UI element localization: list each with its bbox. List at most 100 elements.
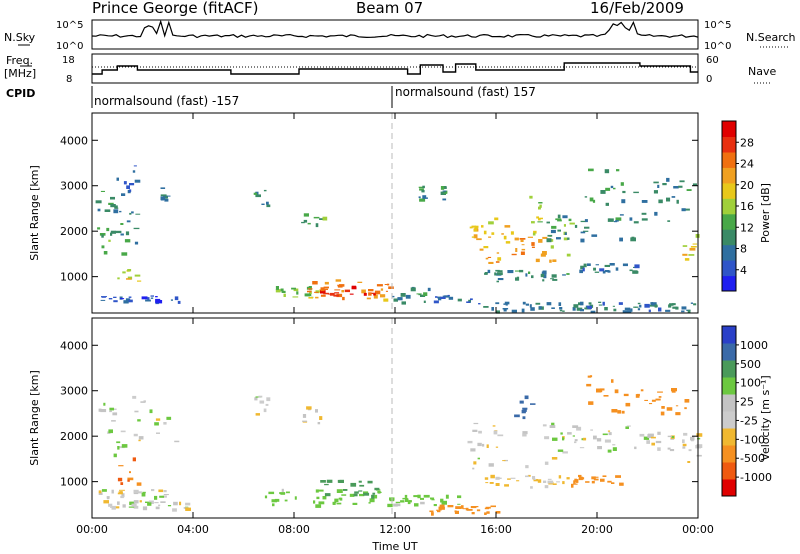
scatter-cell-17 [521,409,526,414]
scatter-cell-2 [115,230,122,234]
scatter-cell-0 [112,408,117,410]
scatter-cell-6 [177,300,181,304]
scatter-cell-12 [557,449,564,452]
scatter-cell-14 [444,295,450,298]
scatter-cell-22 [579,269,583,274]
scatter-cell-12 [323,286,329,289]
scatter-cell-19 [623,393,629,397]
date-title: 16/Feb/2009 [590,0,684,17]
scatter-cell-17 [519,400,524,404]
scatter-cell-15 [495,483,500,486]
ytick-label-1: 2000 [60,430,88,443]
scatter-cell-3 [117,277,120,280]
scatter-cell-11 [342,296,345,301]
scatter-cell-26 [649,304,656,307]
scatter-cell-9 [350,482,357,487]
scatter-cell-22 [587,263,591,266]
scatter-cell-24 [679,180,685,183]
scatter-cell-18 [519,238,526,240]
scatter-cell-10 [304,293,311,297]
scatter-cell-12 [551,422,555,427]
scatter-cell-4 [124,239,131,243]
power-panel: 1000 2000 3000 4000 Slant Range [km] 4 8 12 16… [28,112,772,314]
scatter-cell-18 [588,401,594,405]
xtick-label-2: 08:00 [278,523,310,536]
scatter-cell-10 [457,503,461,505]
scatter-cell-14 [447,294,450,296]
scatter-cell-10 [306,286,311,290]
scatter-cell-11 [334,289,341,291]
scatter-cell-23 [613,187,616,190]
scatter-cell-2 [116,177,119,181]
scatter-cell-22 [602,271,606,274]
nsearch-tick-top: 10^5 [704,20,731,31]
scatter-cell-14 [667,435,672,438]
scatter-cell-12 [473,461,477,465]
scatter-cell-17 [474,226,478,229]
scatter-cell-15 [532,476,536,480]
velocity-ylabel: Slant Range [km] [28,370,41,466]
scatter-cell-5 [142,506,148,511]
scatter-cell-1 [108,239,111,242]
scatter-cell-8 [369,498,375,503]
scatter-cell-12 [333,294,340,297]
scatter-cell-18 [515,248,518,252]
nave-tick-top: 60 [706,55,719,66]
velocity-yticks: 1000 2000 3000 4000 [60,339,698,489]
scatter-cell-6 [145,299,151,302]
power-yticks: 1000 2000 3000 4000 [60,134,698,284]
scatter-cell-20 [619,214,624,216]
scatter-cell-5 [154,502,159,504]
scatter-cell-10 [405,498,409,502]
scatter-cell-6 [170,299,173,301]
scatter-cell-20 [564,232,567,235]
scatter-cell-26 [551,307,555,309]
scatter-cell-10 [280,288,284,292]
scatter-cell-18 [520,239,524,242]
scatter-cell-15 [534,478,537,480]
scatter-cell-11 [380,294,386,298]
scatter-cell-24 [641,218,648,221]
scatter-cell-12 [334,292,340,294]
scatter-cell-11 [388,286,394,289]
scatter-cell-11 [312,281,318,285]
scatter-cell-3 [166,416,172,420]
scatter-cell-13 [597,446,602,450]
scatter-cell-23 [605,187,611,191]
scatter-cell-27 [539,204,542,208]
scatter-cell-15 [421,189,425,193]
scatter-cell-17 [504,225,511,228]
scatter-cell-18 [495,261,500,263]
scatter-cell-23 [588,168,594,172]
cpid-segment-2: normalsound (fast) 157 [395,85,536,99]
scatter-cell-4 [106,496,110,500]
colorbar-label-2: 100 [740,377,761,390]
scatter-cell-4 [101,489,107,492]
scatter-cell-4 [162,495,167,498]
scatter-cell-13 [567,432,572,435]
scatter-cell-20 [556,237,561,240]
scatter-cell-22 [595,264,599,266]
scatter-cell-24 [685,208,690,211]
scatter-cell-11 [368,289,374,292]
ytick-label-2: 3000 [60,385,88,398]
scatter-cell-20 [557,229,561,232]
scatter-cell-26 [588,302,592,305]
colorbar-label-7: -1000 [740,471,772,484]
scatter-cell-0 [108,202,114,205]
scatter-cell-4 [154,495,158,500]
scatter-cell-2 [129,471,131,474]
scatter-cell-21 [552,278,558,281]
scatter-cell-15 [547,478,552,480]
scatter-cell-24 [622,190,626,194]
scatter-cell-10 [395,503,401,507]
scatter-cell-21 [494,272,497,276]
scatter-cell-20 [682,439,685,444]
colorbar-swatch-9 [722,326,736,344]
scatter-cell-14 [468,299,471,303]
scatter-cell-6 [150,297,154,299]
colorbar-swatch-5 [722,394,736,412]
scatter-cell-10 [420,501,425,505]
scatter-cell-1 [110,232,113,236]
nsearch-tick-bottom: 10^0 [704,41,731,52]
